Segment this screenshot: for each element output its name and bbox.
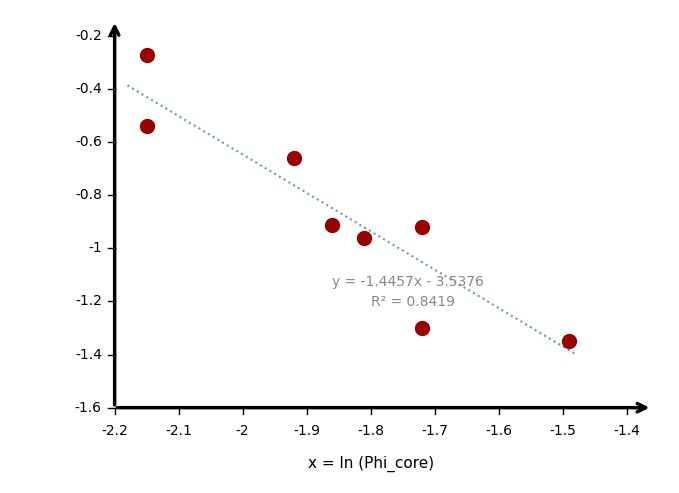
Text: -1.2: -1.2 xyxy=(75,294,102,309)
Point xyxy=(359,234,369,242)
Text: -2: -2 xyxy=(236,423,249,438)
Point xyxy=(416,223,427,231)
Point xyxy=(416,324,427,332)
Text: x = ln (Phi_core): x = ln (Phi_core) xyxy=(308,456,434,472)
Text: -0.2: -0.2 xyxy=(75,29,102,43)
Point xyxy=(327,220,337,228)
Text: -1.9: -1.9 xyxy=(293,423,320,438)
Text: -1.7: -1.7 xyxy=(421,423,448,438)
Point xyxy=(141,122,152,130)
Text: -2.1: -2.1 xyxy=(165,423,192,438)
Point xyxy=(141,51,152,59)
Text: -1.6: -1.6 xyxy=(485,423,512,438)
Point xyxy=(289,154,299,162)
Text: -2.2: -2.2 xyxy=(101,423,128,438)
Text: y = -1.4457x - 3.5376: y = -1.4457x - 3.5376 xyxy=(332,275,484,289)
Text: -1.8: -1.8 xyxy=(357,423,384,438)
Text: -0.4: -0.4 xyxy=(75,82,102,96)
Text: -1.5: -1.5 xyxy=(549,423,576,438)
Text: R² = 0.8419: R² = 0.8419 xyxy=(371,295,455,309)
Text: -1.4: -1.4 xyxy=(613,423,640,438)
Text: -0.6: -0.6 xyxy=(75,135,102,149)
Text: -1.6: -1.6 xyxy=(75,401,102,415)
Text: -1: -1 xyxy=(88,242,102,255)
Point xyxy=(564,337,574,345)
Text: -1.4: -1.4 xyxy=(75,348,102,361)
Text: -0.8: -0.8 xyxy=(75,188,102,202)
